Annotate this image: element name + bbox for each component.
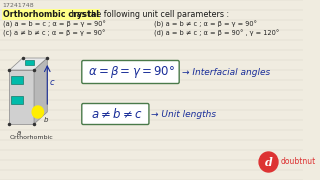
Text: (c) a ≠ b ≠ c ; α = β = γ = 90°: (c) a ≠ b ≠ c ; α = β = γ = 90° [3, 30, 105, 37]
Circle shape [259, 152, 278, 172]
FancyBboxPatch shape [82, 60, 179, 84]
Text: $a \neq b \neq c$: $a \neq b \neq c$ [91, 107, 143, 121]
FancyBboxPatch shape [25, 60, 34, 65]
Text: Orthorhombic crystal: Orthorhombic crystal [3, 10, 99, 19]
Text: doubtnut: doubtnut [281, 158, 316, 166]
Text: Orthorhombic: Orthorhombic [10, 135, 53, 140]
Circle shape [32, 106, 44, 118]
FancyBboxPatch shape [82, 103, 149, 125]
Text: → Unit lengths: → Unit lengths [151, 109, 216, 118]
Polygon shape [10, 58, 47, 70]
FancyBboxPatch shape [11, 76, 23, 84]
FancyBboxPatch shape [11, 96, 23, 104]
Text: (d) a = b ≠ c ; α = β = 90° , γ = 120°: (d) a = b ≠ c ; α = β = 90° , γ = 120° [154, 30, 279, 37]
Text: a: a [17, 130, 21, 136]
Polygon shape [10, 70, 34, 124]
Text: (b) a = b ≠ c ; α = β = γ = 90°: (b) a = b ≠ c ; α = β = γ = 90° [154, 21, 257, 28]
Text: → Interfacial angles: → Interfacial angles [181, 68, 270, 76]
Text: d: d [265, 156, 272, 168]
Text: c: c [49, 78, 54, 87]
Text: 17241748: 17241748 [3, 3, 35, 8]
Text: has the following unit cell parameters :: has the following unit cell parameters : [69, 10, 229, 19]
Polygon shape [34, 58, 47, 124]
Text: b: b [44, 117, 48, 123]
Text: (a) a = b = c ; α = β = γ = 90°: (a) a = b = c ; α = β = γ = 90° [3, 21, 106, 28]
Text: $\alpha = \beta = \gamma = 90°$: $\alpha = \beta = \gamma = 90°$ [88, 64, 175, 80]
